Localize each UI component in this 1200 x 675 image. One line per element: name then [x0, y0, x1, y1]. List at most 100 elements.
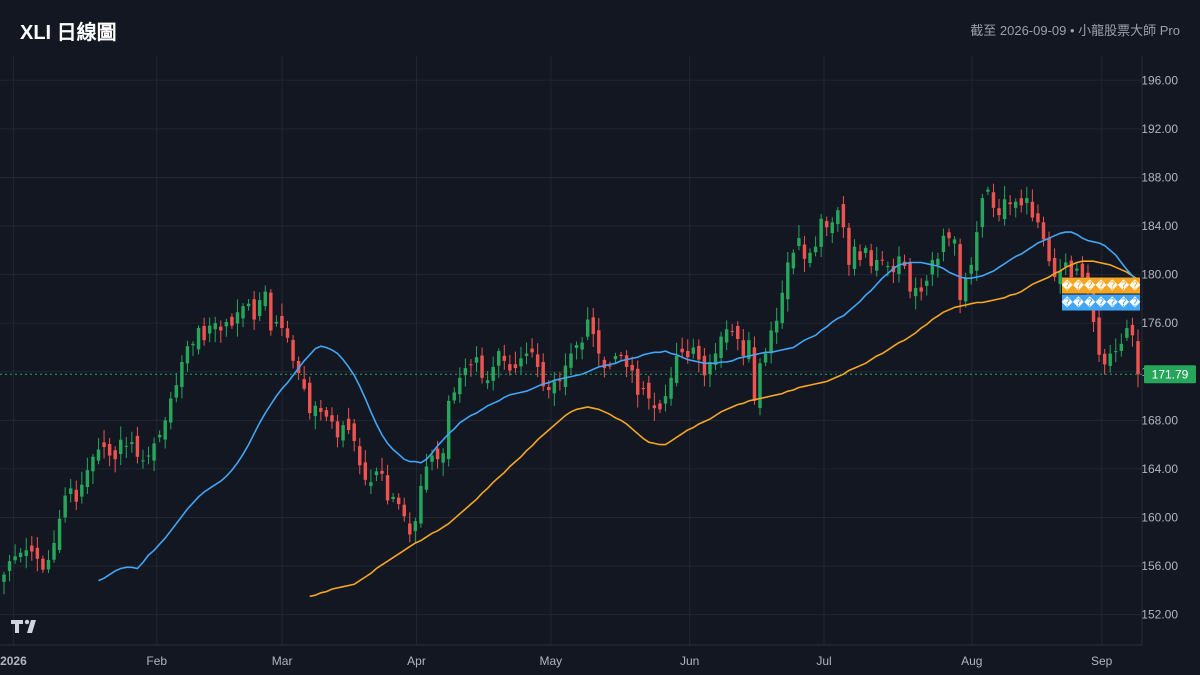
candle-body: [374, 471, 379, 476]
candle-body: [674, 355, 679, 383]
candle-body: [452, 392, 456, 401]
candle-body: [613, 355, 618, 360]
candle-body: [724, 329, 729, 343]
candle-body: [291, 339, 295, 361]
tradingview-logo-icon: [11, 619, 36, 633]
candle-body: [563, 365, 568, 387]
candle-body: [302, 379, 306, 389]
candle-body: [513, 364, 518, 369]
x-tick-label: 2026: [0, 654, 27, 668]
candle-body: [880, 259, 885, 261]
candle-body: [847, 227, 851, 265]
candle-body: [969, 264, 973, 274]
x-tick-label: Jun: [680, 654, 699, 668]
candle-body: [641, 388, 645, 390]
candle-body: [697, 345, 701, 360]
candle-body: [708, 362, 712, 375]
candle-body: [1119, 343, 1124, 351]
candle-body: [830, 222, 834, 234]
candle-body: [769, 330, 773, 354]
candle-body: [363, 462, 368, 480]
candle-body: [686, 350, 690, 358]
candle-body: [547, 386, 551, 390]
ma-label-text: �������: [1062, 280, 1142, 293]
candle-body: [591, 317, 595, 335]
ma-label-badge: [1062, 294, 1140, 311]
candle-body: [624, 355, 629, 367]
candle-body: [1080, 263, 1085, 278]
chart-subtitle: 截至 2026-09-09 • 小龍股票大師 Pro: [970, 23, 1180, 38]
candle-body: [958, 244, 962, 301]
candle-body: [35, 547, 40, 559]
x-tick-label: May: [540, 654, 563, 668]
candle-body: [13, 556, 17, 561]
candle-body: [1008, 202, 1012, 205]
candle-body: [936, 258, 940, 266]
candle-body: [808, 252, 812, 263]
candle-body: [430, 455, 434, 462]
candle-body: [191, 343, 195, 346]
candle-body: [107, 443, 112, 456]
candle-body: [235, 312, 240, 324]
candle-body: [719, 336, 723, 359]
candle-body: [41, 558, 45, 570]
candle-body: [324, 410, 329, 417]
candle-body: [608, 365, 612, 367]
candle-body: [91, 456, 95, 472]
candle-body: [858, 251, 862, 261]
candle-body: [797, 238, 801, 247]
candle-body: [280, 316, 284, 329]
y-tick-label: 176.00: [1141, 316, 1178, 330]
candle-body: [530, 348, 534, 353]
candle-body: [135, 435, 140, 457]
x-tick-label: Apr: [407, 654, 426, 668]
candle-body: [635, 368, 640, 395]
candle-body: [736, 325, 740, 339]
candle-body: [852, 246, 857, 269]
candle-body: [497, 351, 501, 366]
candle-body: [219, 326, 223, 331]
x-tick-label: Aug: [961, 654, 982, 668]
candle-body: [863, 247, 868, 254]
candle-body: [669, 377, 673, 399]
x-tick-label: Mar: [272, 654, 293, 668]
candle-body: [102, 442, 106, 448]
candle-body: [458, 377, 462, 395]
candle-body: [52, 542, 56, 560]
candles: [2, 183, 1140, 595]
y-tick-label: 184.00: [1141, 219, 1178, 233]
candle-body: [269, 292, 273, 331]
candle-body: [502, 355, 507, 361]
candle-body: [1058, 270, 1062, 284]
candle-body: [585, 319, 590, 337]
candle-body: [18, 552, 23, 558]
candle-body: [658, 403, 662, 410]
candle-body: [469, 364, 473, 366]
candle-body: [680, 348, 684, 353]
y-tick-label: 160.00: [1141, 510, 1178, 524]
candle-body: [480, 355, 484, 378]
candle-body: [435, 448, 440, 460]
candle-body: [652, 405, 657, 409]
candle-body: [330, 415, 334, 422]
candle-body: [24, 550, 28, 557]
candle-body: [758, 363, 762, 408]
last-price-badge: [1144, 365, 1196, 384]
candle-body: [1130, 324, 1135, 336]
candle-body: [207, 325, 212, 334]
candle-body: [930, 260, 935, 275]
candle-body: [535, 354, 540, 367]
candle-body: [369, 482, 373, 486]
candle-body: [752, 347, 757, 401]
candle-body: [485, 380, 490, 384]
ma-label-text: �������: [1062, 297, 1142, 310]
candle-body: [1125, 328, 1129, 338]
last-price-label: 171.79: [1152, 367, 1189, 381]
candle-body: [774, 320, 779, 333]
candle-body: [1002, 199, 1007, 220]
candle-body: [925, 280, 929, 286]
candle-body: [358, 446, 362, 466]
candle-body: [824, 221, 829, 228]
candle-body: [396, 497, 401, 505]
